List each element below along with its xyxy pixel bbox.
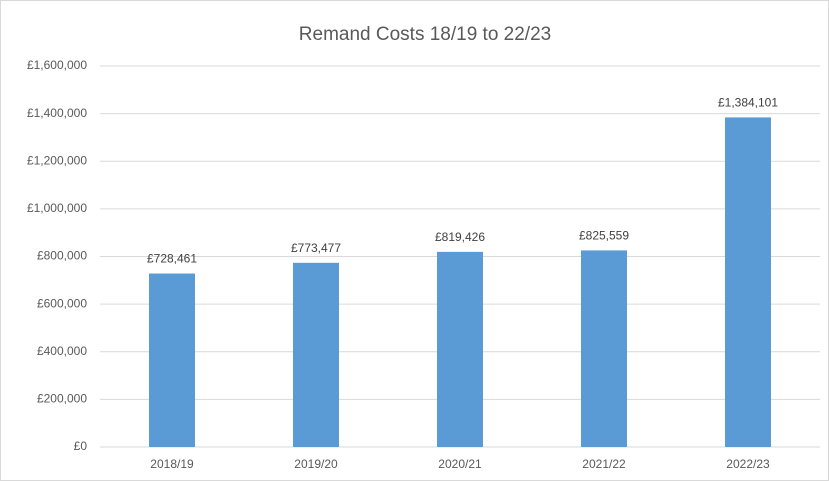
chart-title: Remand Costs 18/19 to 22/23 [299, 24, 551, 45]
data-label: £819,426 [435, 230, 485, 244]
data-label: £1,384,101 [718, 96, 778, 110]
y-tick-label: £200,000 [37, 392, 87, 406]
y-tick-label: £0 [74, 439, 88, 453]
data-label: £728,461 [147, 252, 197, 266]
y-tick-label: £1,200,000 [27, 153, 87, 167]
data-label: £773,477 [291, 241, 341, 255]
x-tick-label: 2022/23 [726, 457, 770, 471]
y-tick-label: £1,000,000 [27, 201, 87, 215]
bar [293, 262, 339, 447]
y-tick-label: £1,400,000 [27, 106, 87, 120]
y-tick-label: £600,000 [37, 296, 87, 310]
x-tick-label: 2019/20 [294, 457, 338, 471]
x-tick-label: 2018/19 [150, 457, 194, 471]
x-tick-label: 2021/22 [582, 457, 626, 471]
y-tick-label: £800,000 [37, 249, 87, 263]
bar [581, 250, 627, 447]
y-tick-label: £1,600,000 [27, 58, 87, 72]
bar [149, 273, 195, 447]
bar [725, 117, 771, 447]
bar [437, 251, 483, 447]
x-tick-label: 2020/21 [438, 457, 482, 471]
y-tick-label: £400,000 [37, 344, 87, 358]
data-label: £825,559 [579, 229, 629, 243]
